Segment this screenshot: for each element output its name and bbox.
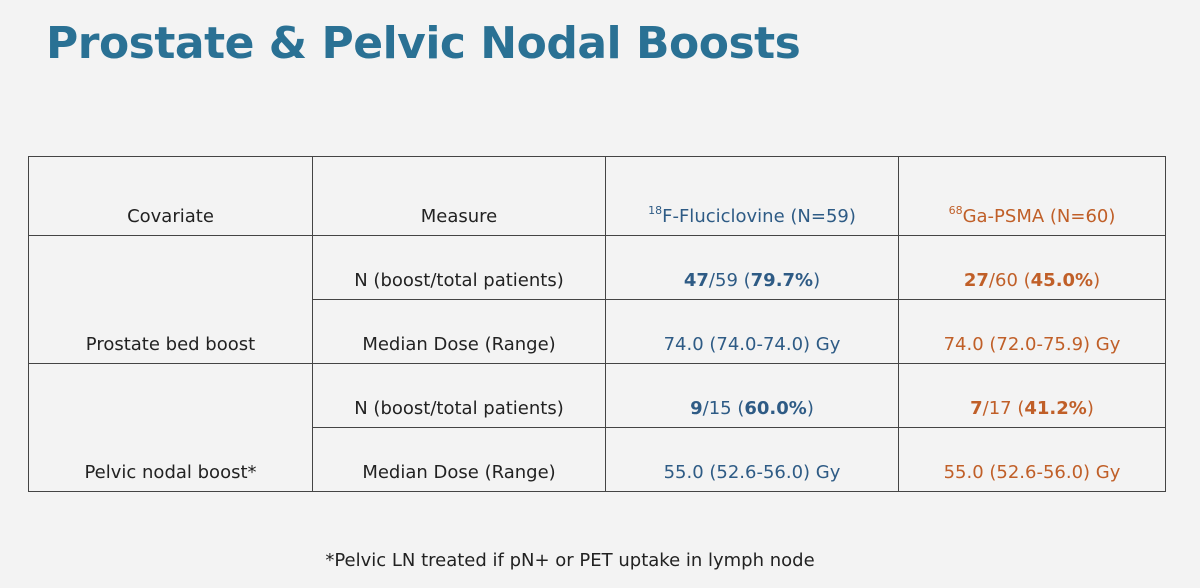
value-part: 47 [683, 270, 709, 291]
value-part: ) [1093, 270, 1101, 291]
covariate-cell: Pelvic nodal boost* [28, 363, 313, 492]
measure-cell: N (boost/total patients) [312, 363, 606, 428]
value-part: 9 [690, 398, 703, 419]
value-part: 27 [963, 270, 989, 291]
header-cell: 68Ga-PSMA (N=60) [898, 156, 1166, 236]
value-part: 79.7% [750, 270, 814, 291]
value-part: 55.0 (52.6-56.0) Gy [943, 462, 1121, 483]
header-text: Measure [420, 206, 498, 227]
table-row: Prostate bed boost N (boost/total patient… [28, 235, 1166, 364]
measure-cell: Median Dose (Range) [312, 427, 606, 492]
slide-title: Prostate & Pelvic Nodal Boosts [46, 18, 801, 69]
value-part: 74.0 (74.0-74.0) Gy [663, 334, 841, 355]
header-row: Covariate Measure 18F-Fluciclovine (N=59) 6… [28, 156, 1166, 236]
value-part: ) [813, 270, 821, 291]
value-part: 60.0% [744, 398, 807, 419]
header-text: Ga-PSMA (N=60) [962, 206, 1116, 227]
value-part: ) [806, 398, 814, 419]
value-part: /17 ( [982, 398, 1025, 419]
value-cell: 74.0 (72.0-75.9) Gy [898, 299, 1166, 364]
value-cell: 47/59 (79.7%) [605, 235, 899, 300]
value-part: /15 ( [702, 398, 745, 419]
header-text: F-Fluciclovine (N=59) [662, 206, 856, 227]
header-text: Covariate [127, 206, 214, 227]
table-row: Pelvic nodal boost* N (boost/total patien… [28, 363, 1166, 492]
table-body: Covariate Measure 18F-Fluciclovine (N=59) 6… [28, 156, 1166, 492]
header-cell: 18F-Fluciclovine (N=59) [605, 156, 899, 236]
value-cell: 74.0 (74.0-74.0) Gy [605, 299, 899, 364]
value-cell: 55.0 (52.6-56.0) Gy [898, 427, 1166, 492]
measure-cell: N (boost/total patients) [312, 235, 606, 300]
measure-cell: Median Dose (Range) [312, 299, 606, 364]
data-table: Covariate Measure 18F-Fluciclovine (N=59) 6… [28, 156, 1166, 492]
header-cell: Measure [312, 156, 606, 236]
value-cell: 9/15 (60.0%) [605, 363, 899, 428]
value-part: 74.0 (72.0-75.9) Gy [943, 334, 1121, 355]
value-cell: 27/60 (45.0%) [898, 235, 1166, 300]
value-part: 41.2% [1024, 398, 1087, 419]
value-part: 7 [970, 398, 983, 419]
superscript: 18 [648, 204, 663, 217]
value-part: /59 ( [708, 270, 751, 291]
superscript: 68 [948, 204, 963, 217]
value-part: ) [1086, 398, 1094, 419]
value-cell: 55.0 (52.6-56.0) Gy [605, 427, 899, 492]
value-part: /60 ( [988, 270, 1031, 291]
header-cell: Covariate [28, 156, 313, 236]
covariate-cell: Prostate bed boost [28, 235, 313, 364]
value-part: 45.0% [1030, 270, 1094, 291]
value-part: 55.0 (52.6-56.0) Gy [663, 462, 841, 483]
footnote: *Pelvic LN treated if pN+ or PET uptake … [325, 550, 815, 571]
table-row: Median Dose (Range) 74.0 (74.0-74.0) Gy 74… [29, 299, 1166, 364]
value-cell: 7/17 (41.2%) [898, 363, 1166, 428]
table-row: Median Dose (Range) 55.0 (52.6-56.0) Gy 55… [29, 427, 1166, 492]
